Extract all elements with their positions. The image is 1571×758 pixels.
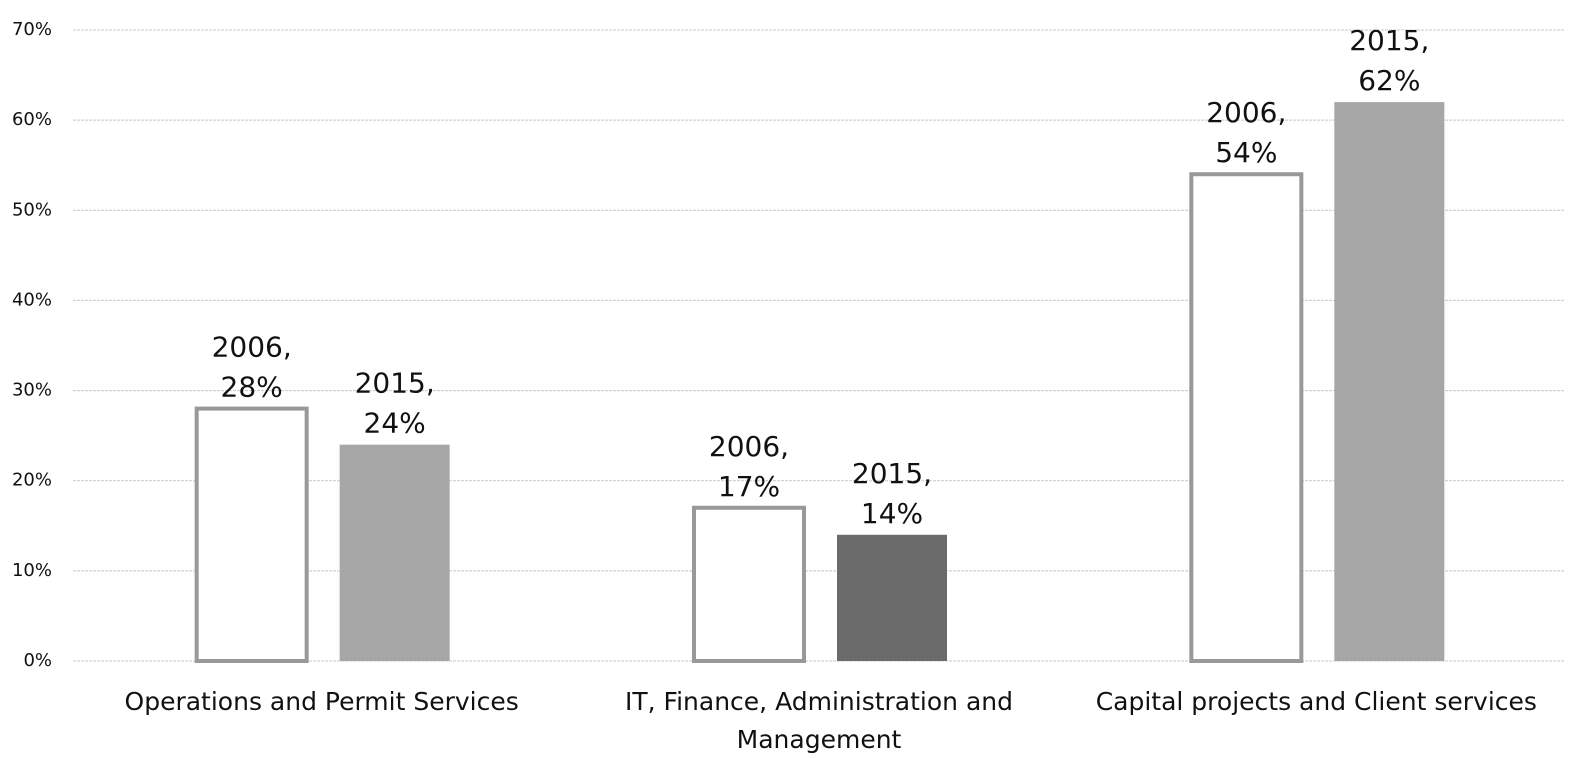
bar — [1189, 172, 1304, 663]
bar — [837, 534, 947, 661]
data-label-line: 14% — [861, 497, 923, 530]
data-label-line: 2006, — [212, 331, 292, 364]
data-label-line: 2015, — [1349, 24, 1429, 57]
data-label-line: 2006, — [709, 430, 789, 463]
bar — [339, 444, 450, 661]
data-label: 2015, 14% — [852, 457, 932, 530]
x-tick-label: Capital projects and Client services — [1095, 687, 1537, 716]
data-label-line: 62% — [1358, 64, 1420, 97]
y-tick-label: 40% — [12, 289, 52, 310]
y-tick-label: 70% — [12, 19, 52, 40]
y-tick-label: 10% — [12, 560, 52, 581]
bar — [1334, 102, 1445, 662]
y-tick-label: 60% — [12, 109, 52, 130]
y-tick-label: 0% — [23, 650, 52, 671]
bar — [194, 406, 309, 663]
data-label: 2015, 24% — [355, 367, 435, 440]
data-label: 2006, 28% — [212, 331, 292, 404]
data-label-line: 2015, — [355, 367, 435, 400]
data-label-line: 24% — [364, 407, 426, 440]
bar — [692, 505, 806, 663]
data-label-line: 28% — [221, 371, 283, 404]
x-tick-label: IT, Finance, Administration and Manageme… — [625, 687, 1013, 754]
data-label-line: 54% — [1215, 136, 1277, 169]
data-label: 2006, 17% — [709, 430, 789, 503]
data-label: 2015, 62% — [1349, 24, 1429, 97]
data-label-line: 17% — [718, 470, 780, 503]
y-tick-label: 30% — [12, 380, 52, 401]
y-tick-label: 50% — [12, 199, 52, 220]
y-tick-label: 20% — [12, 470, 52, 491]
data-label: 2006, 54% — [1206, 96, 1286, 169]
x-tick-label: Operations and Permit Services — [124, 687, 519, 716]
data-label-line: 2006, — [1206, 96, 1286, 129]
data-label-line: 2015, — [852, 457, 932, 490]
